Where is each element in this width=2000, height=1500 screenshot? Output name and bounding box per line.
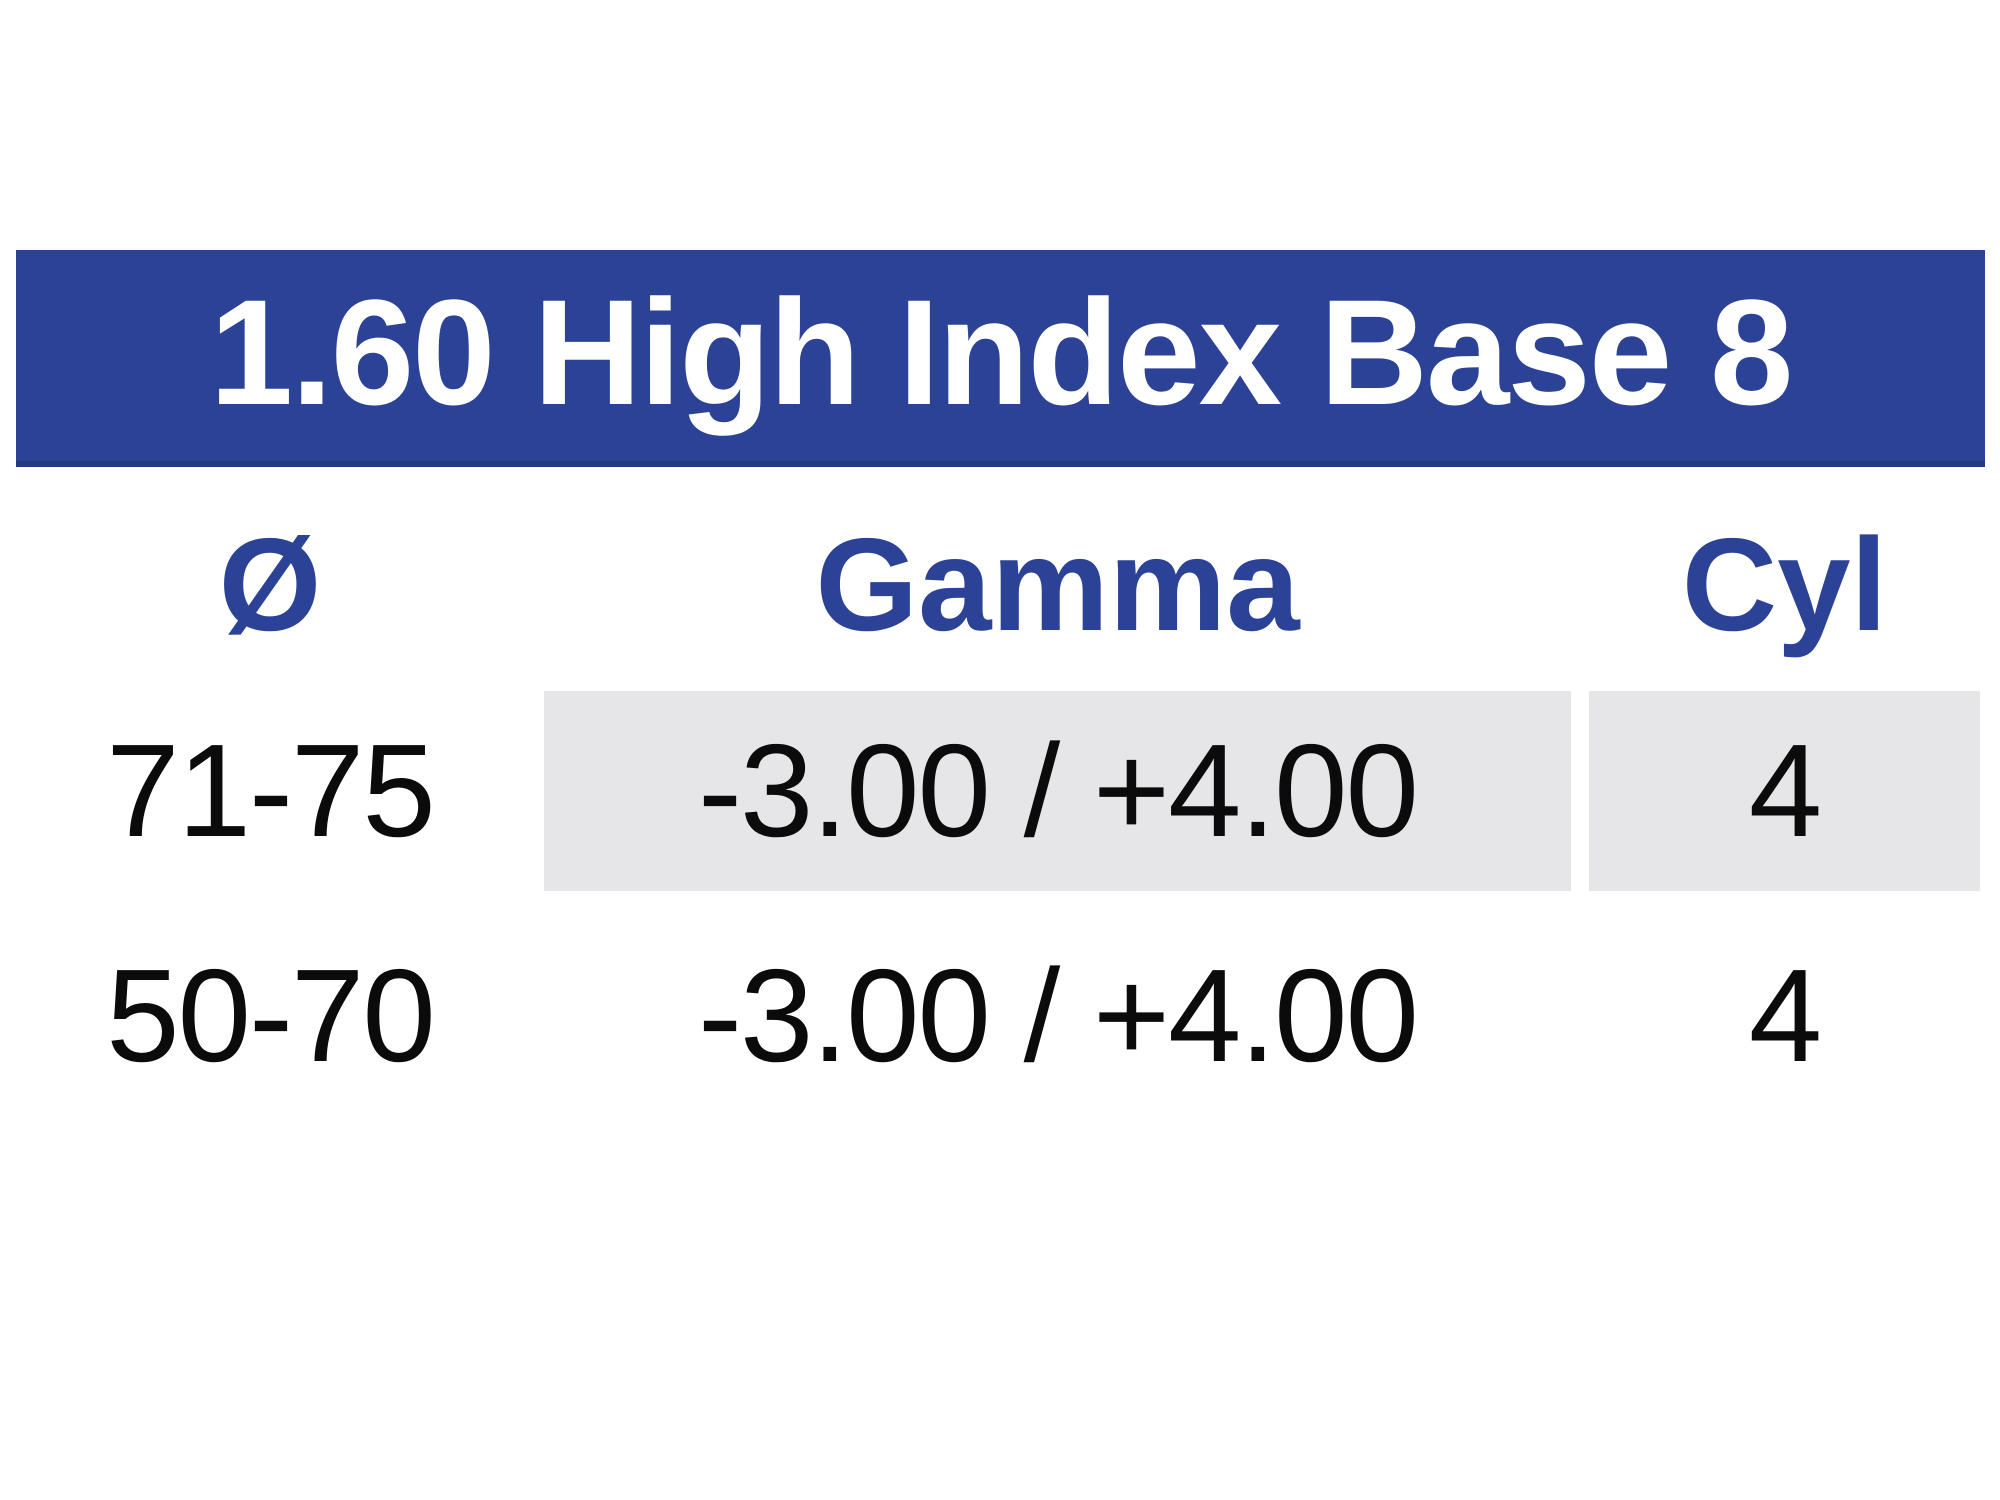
cell-gamma-row2: -3.00 / +4.00 <box>698 942 1419 1089</box>
cell-diameter-row2: 50-70 <box>106 942 436 1089</box>
cell-diameter-row1: 71-75 <box>106 717 436 864</box>
table-title: 1.60 High Index Base 8 <box>209 268 1794 436</box>
column-header-gamma: Gamma <box>815 511 1300 658</box>
column-header-diameter: Ø <box>218 511 322 658</box>
cell-cyl-row1: 4 <box>1589 691 1980 891</box>
table-title-banner: 1.60 High Index Base 8 <box>16 250 1985 467</box>
column-header-cyl: Cyl <box>1681 511 1888 658</box>
cell-gamma-row1: -3.00 / +4.00 <box>544 691 1571 891</box>
cell-cyl-row2: 4 <box>1748 942 1822 1089</box>
